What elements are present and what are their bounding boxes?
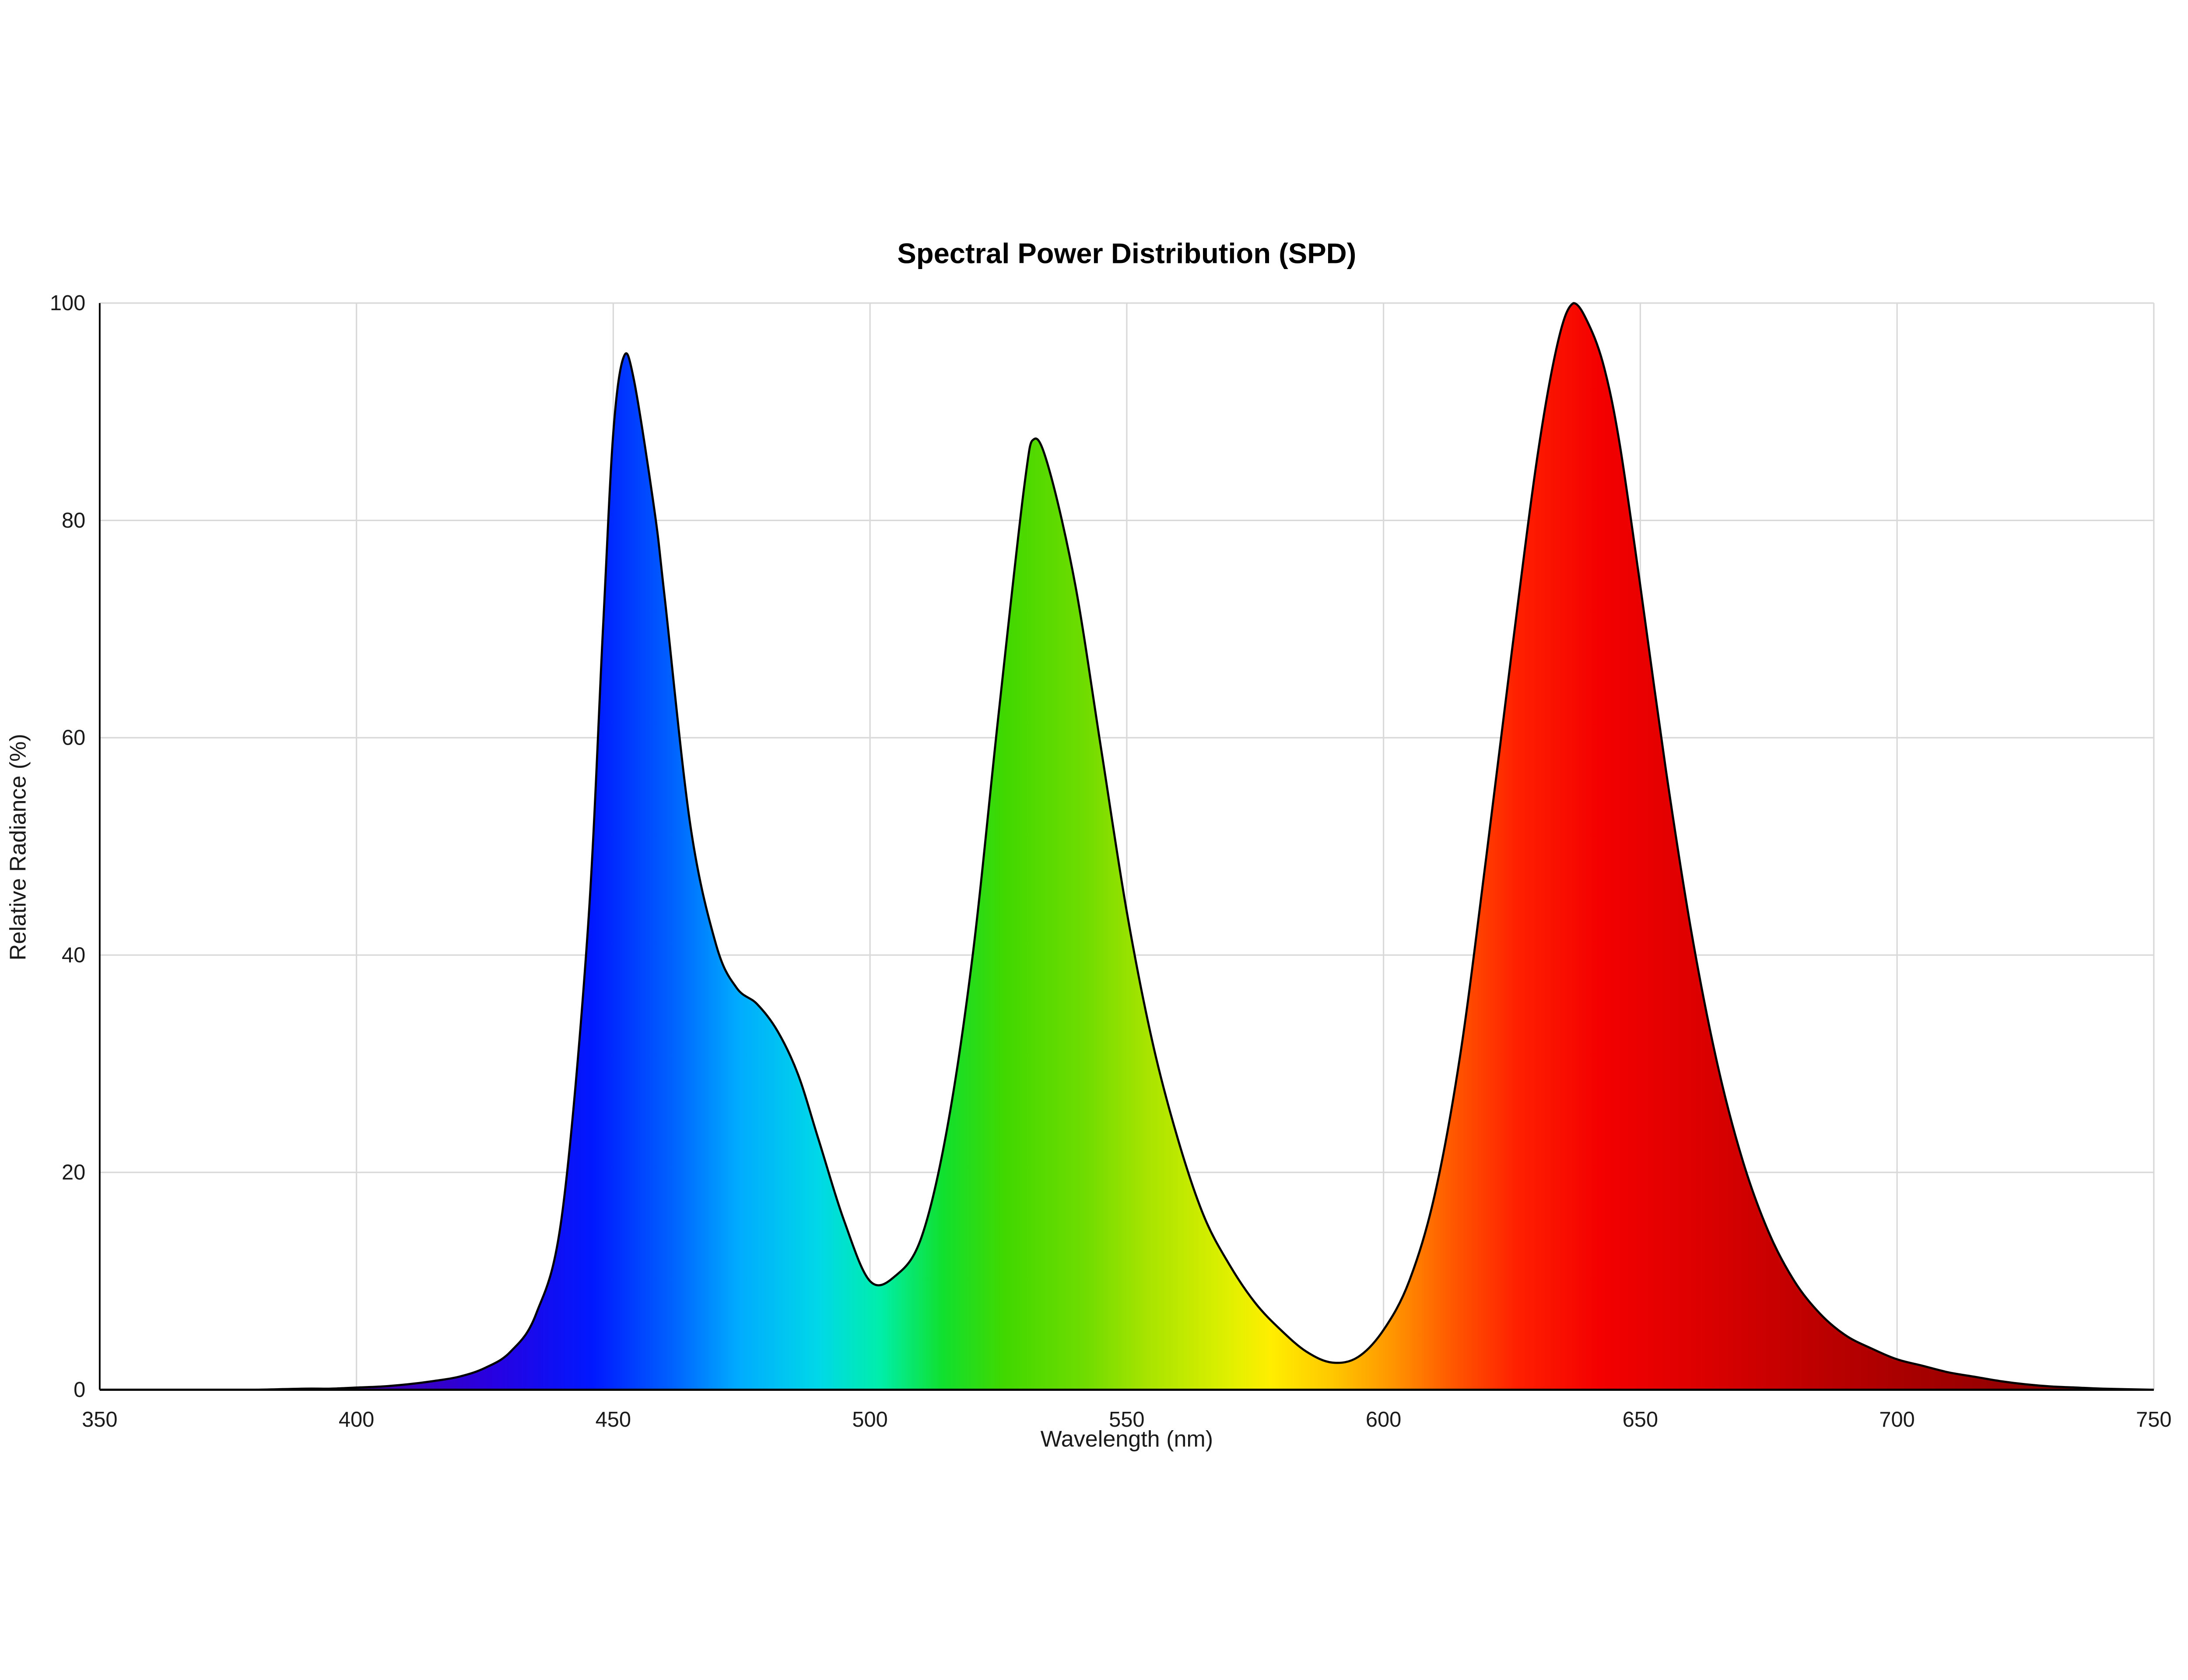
x-tick-label: 550 xyxy=(1109,1408,1144,1432)
x-tick-label: 650 xyxy=(1623,1408,1658,1432)
x-tick-label: 500 xyxy=(852,1408,887,1432)
x-tick-label: 750 xyxy=(2136,1408,2171,1432)
axis-layer xyxy=(98,303,2154,1391)
y-tick-label: 80 xyxy=(62,509,85,532)
y-tick-label: 40 xyxy=(62,943,85,967)
x-tick-label: 400 xyxy=(339,1408,374,1432)
tick-layer: 350 400 450 500 550 600 650 700 750 0 20 40 60 80 100 xyxy=(50,291,2172,1432)
y-tick-label: 100 xyxy=(50,291,85,315)
x-tick-label: 450 xyxy=(596,1408,631,1432)
chart-title: Spectral Power Distribution (SPD) xyxy=(897,238,1356,270)
y-axis-label: Relative Radiance (%) xyxy=(6,734,31,960)
y-tick-label: 60 xyxy=(62,726,85,750)
y-tick-label: 20 xyxy=(62,1161,85,1184)
y-tick-label: 0 xyxy=(74,1378,85,1402)
x-tick-label: 350 xyxy=(82,1408,117,1432)
spd-area xyxy=(99,303,2154,1390)
x-tick-label: 700 xyxy=(1879,1408,1914,1432)
spd-curve xyxy=(99,302,2154,1391)
area-layer xyxy=(99,302,2154,1391)
x-tick-label: 600 xyxy=(1366,1408,1401,1432)
x-axis-label: Wavelength (nm) xyxy=(1041,1427,1213,1452)
